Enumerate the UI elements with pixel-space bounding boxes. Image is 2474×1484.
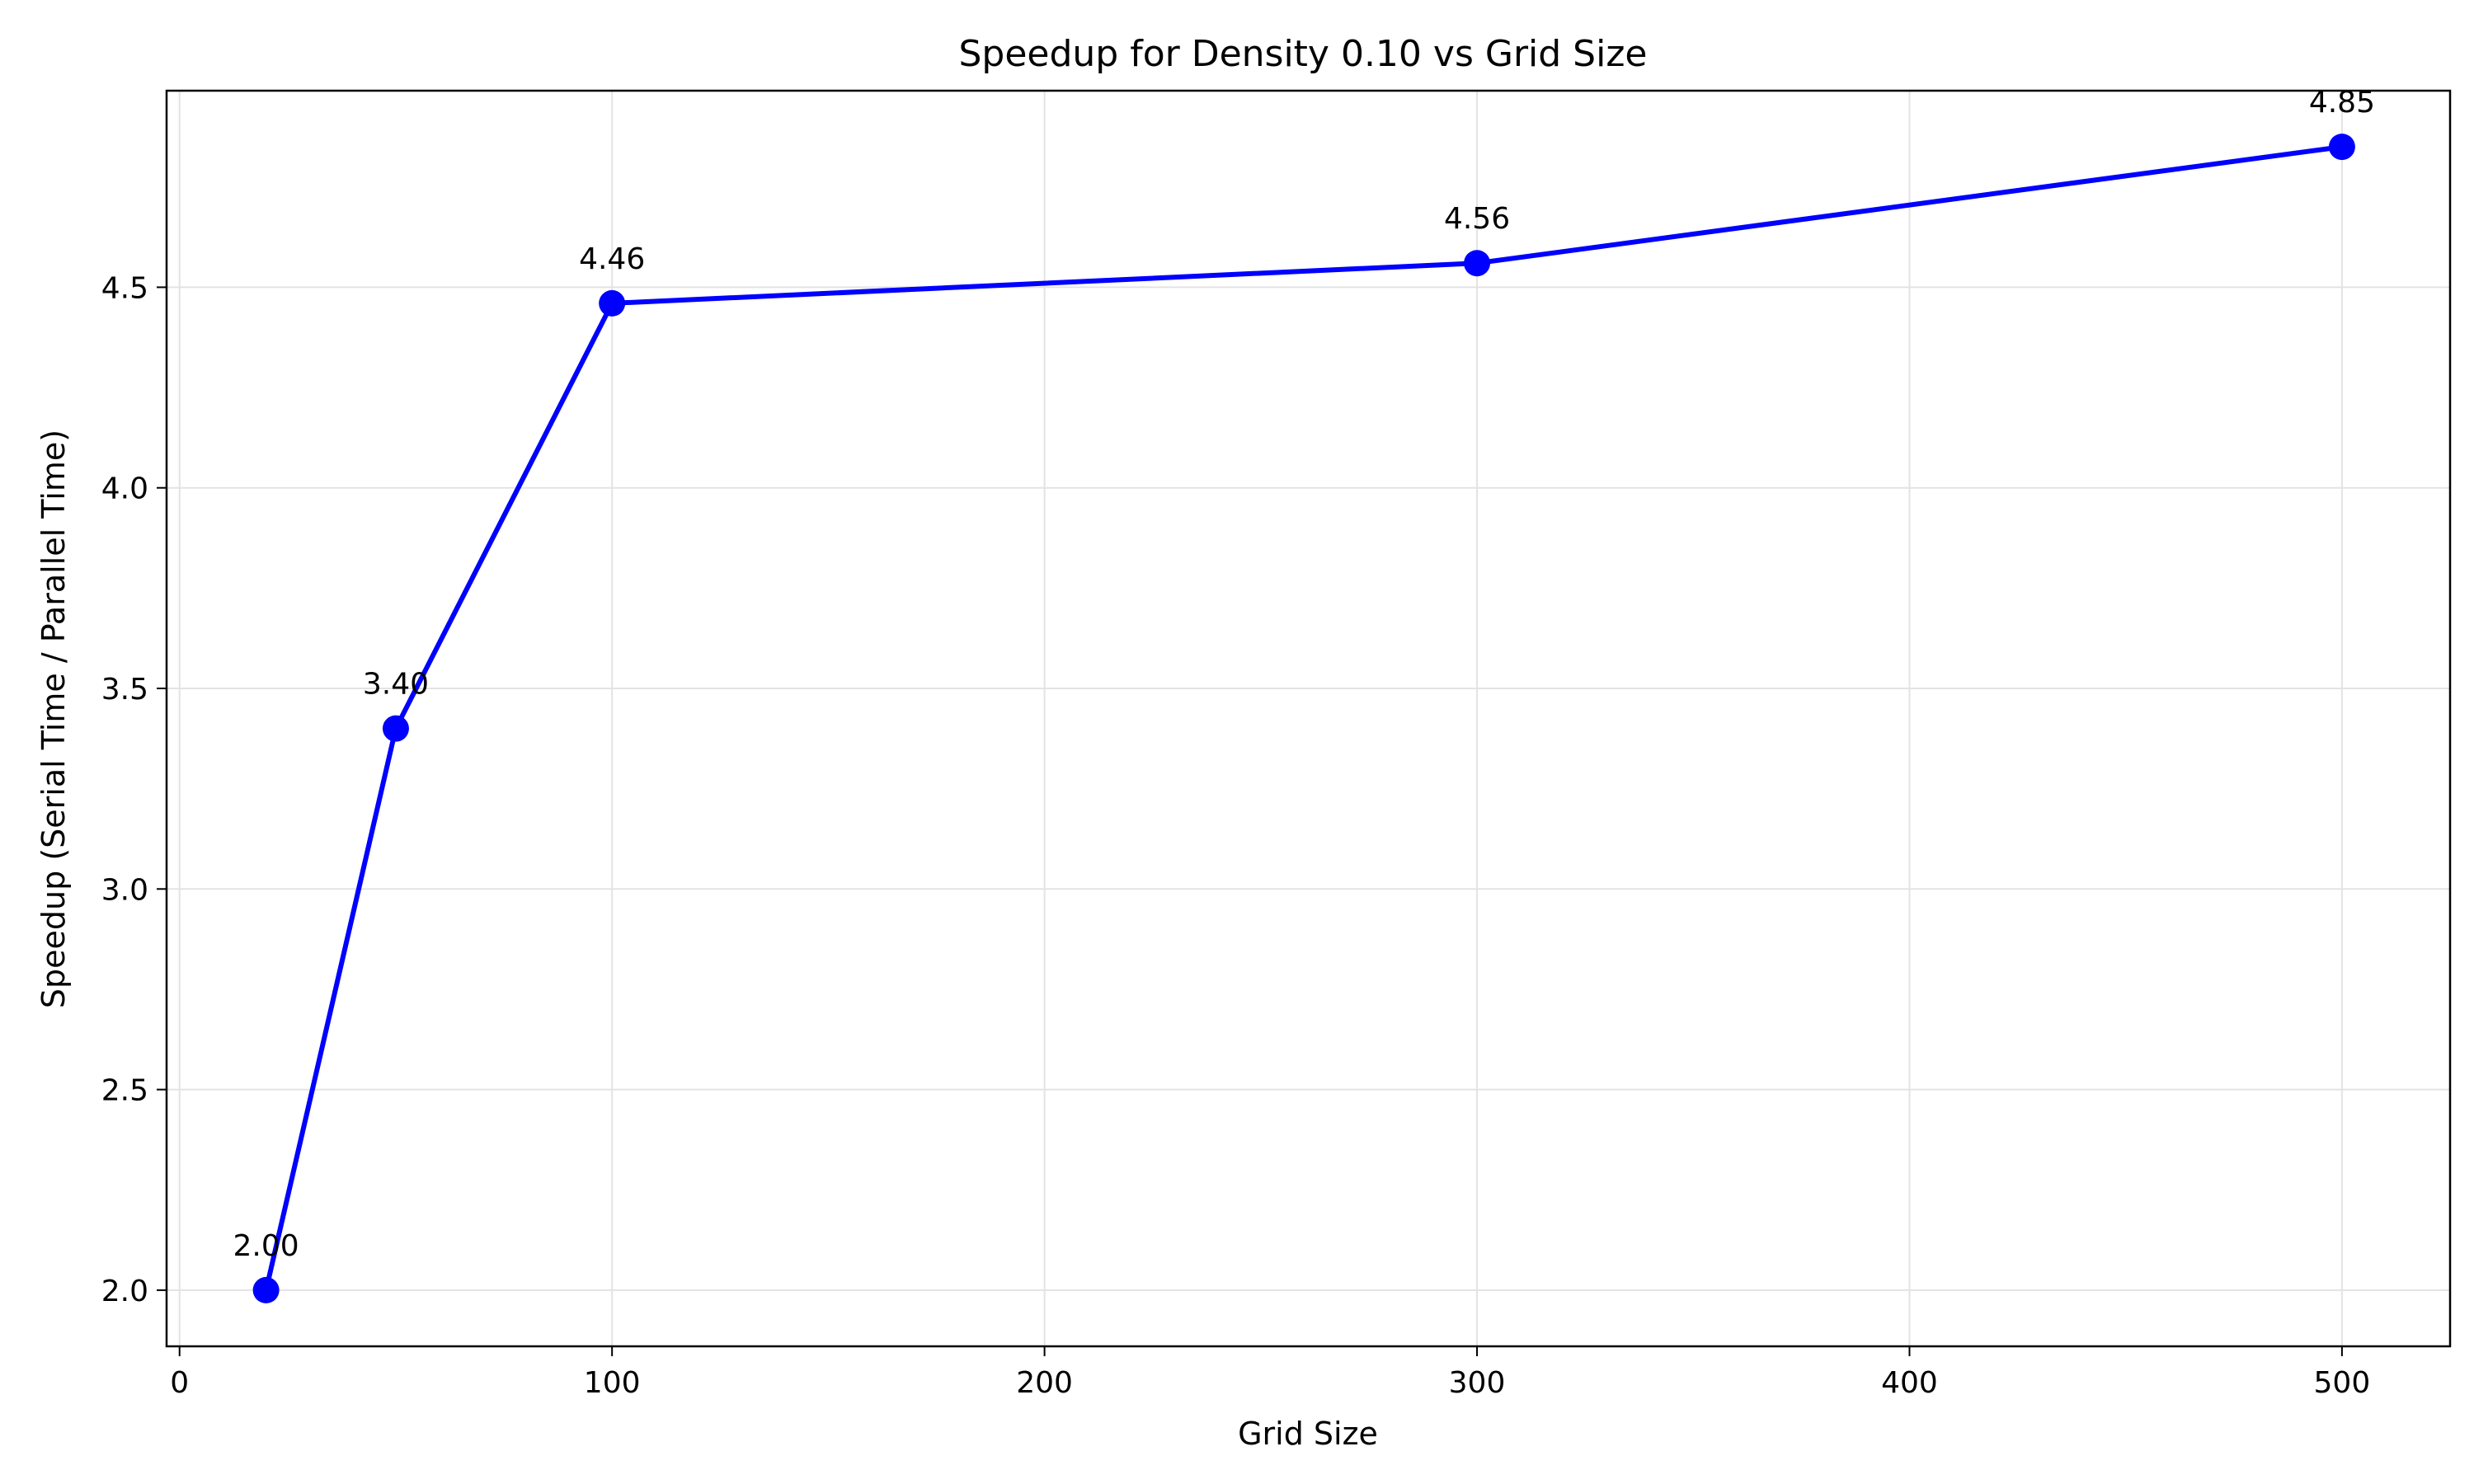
data-label: 4.56 [1444,202,1510,236]
axes-layer: 0 100 200 300 400 500 2.0 2.5 3.0 3.5 4.0 4.5 [101,271,2371,1400]
x-tick-label: 0 [170,1366,189,1400]
data-point [252,1276,280,1303]
data-point [599,289,626,317]
chart-title: Speedup for Density 0.10 vs Grid Size [958,33,1647,75]
y-tick-label: 3.5 [101,673,148,707]
grid-layer [167,91,2450,1346]
x-tick-label: 200 [1016,1366,1073,1400]
y-tick-label: 3.0 [101,873,148,907]
data-label: 2.00 [233,1229,299,1263]
y-tick-label: 4.5 [101,271,148,305]
x-tick-label: 100 [584,1366,641,1400]
data-point [2328,134,2355,161]
y-axis-label: Speedup (Serial Time / Parallel Time) [35,430,72,1008]
x-tick-label: 500 [2314,1366,2371,1400]
data-labels-layer: 2.003.404.464.564.85 [233,86,2375,1263]
x-tick-label: 400 [1881,1366,1938,1400]
series-layer [252,134,2355,1303]
data-point [382,715,409,742]
data-label: 3.40 [363,668,429,702]
x-axis-label: Grid Size [1238,1416,1378,1452]
x-tick-label: 300 [1449,1366,1506,1400]
data-label: 4.46 [579,242,645,276]
y-tick-label: 4.0 [101,472,148,506]
y-tick-label: 2.0 [101,1275,148,1308]
y-tick-label: 2.5 [101,1074,148,1108]
plot-frame [165,89,2452,1348]
data-point [1464,250,1491,277]
